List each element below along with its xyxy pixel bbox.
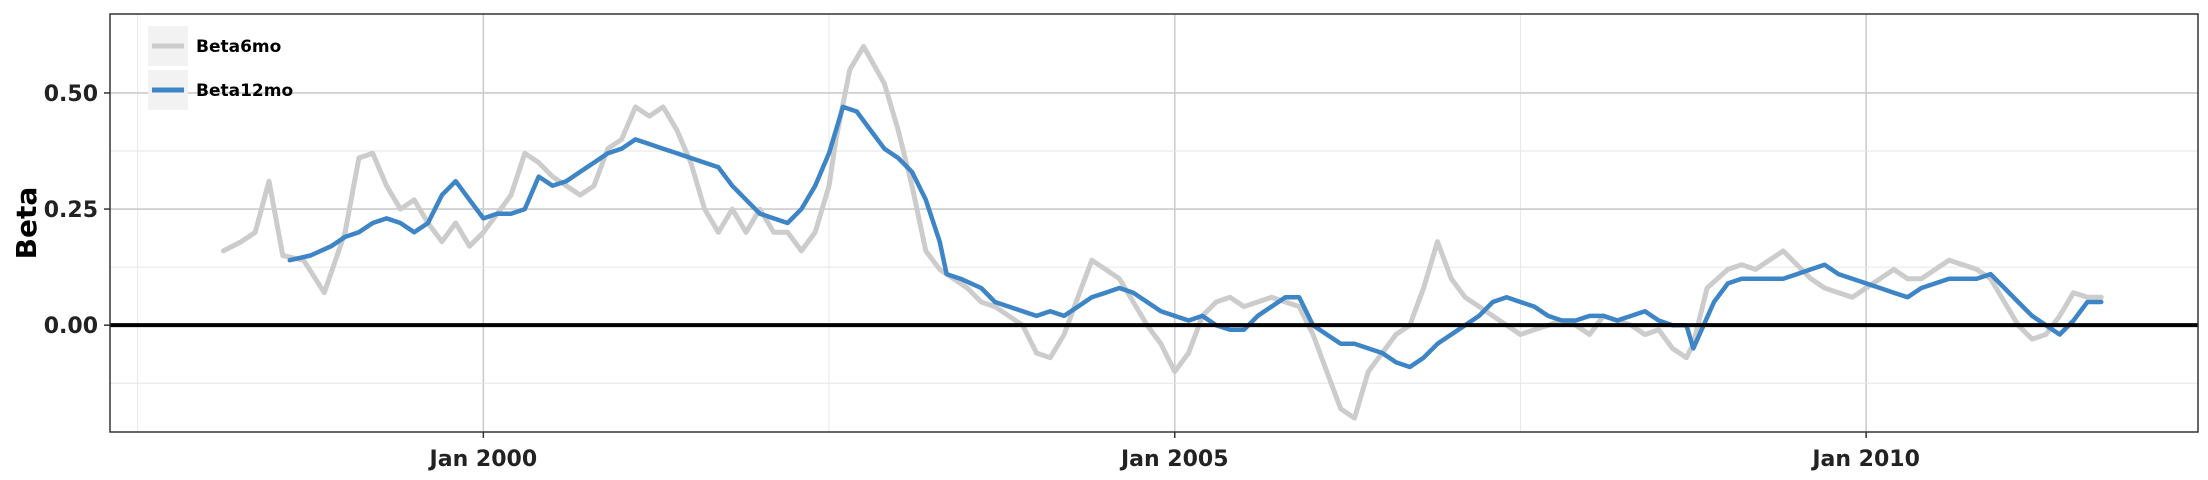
y-tick-label: 0.00 [44,314,98,339]
series-line-beta12mo [287,104,2104,370]
x-tick-label: Jan 2010 [1810,447,1920,472]
y-tick-label: 0.50 [44,82,98,107]
legend-label-beta12mo: Beta12mo [196,81,293,101]
plot-frame [109,13,2199,433]
legend-label-beta6mo: Beta6mo [196,37,281,57]
legend: Beta6mo Beta12mo [148,26,293,110]
x-tick-label: Jan 2005 [1119,447,1229,472]
axes: 0.50 0.25 0.00 Jan 2000 Jan 2005 Jan 2010 Beta [10,82,1920,472]
y-axis-title: Beta [10,187,43,260]
series-line-beta6mo [220,44,2104,421]
series-lines [220,44,2104,421]
x-tick-label: Jan 2000 [428,447,538,472]
y-tick-label: 0.25 [44,198,98,223]
